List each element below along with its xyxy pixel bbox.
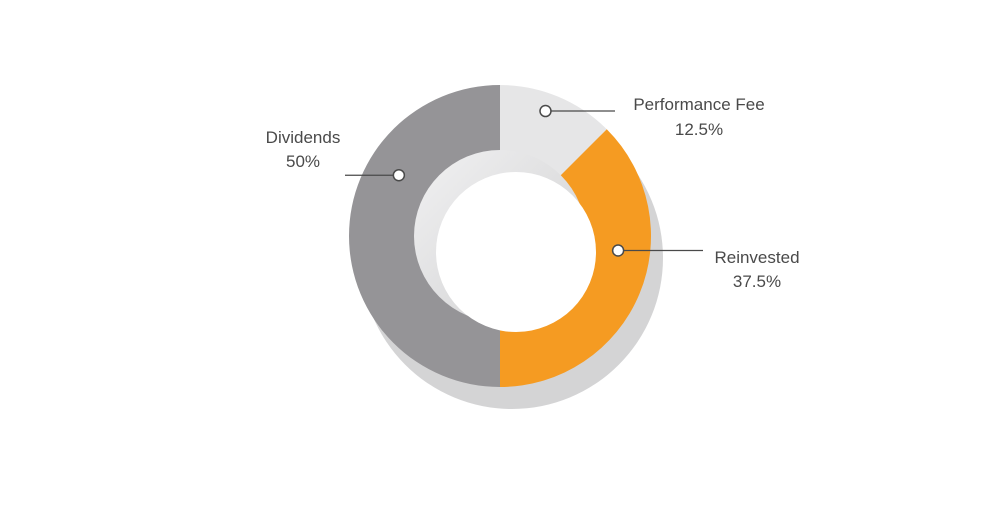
marker-reinvested <box>611 244 625 257</box>
donut-hole <box>436 172 596 332</box>
marker-performance-fee <box>539 104 552 118</box>
label-name-dividends: Dividends <box>266 128 341 147</box>
label-name-reinvested: Reinvested <box>714 248 799 267</box>
label-name-performance-fee: Performance Fee <box>633 95 764 114</box>
donut-hole-layer <box>414 150 596 332</box>
label-value-reinvested: 37.5% <box>733 272 781 291</box>
slice-performance-fee <box>500 85 607 177</box>
donut-labels-layer: Performance Fee 12.5% Reinvested 37.5% Divid… <box>266 95 800 291</box>
label-value-performance-fee: 12.5% <box>675 120 723 139</box>
label-value-dividends: 50% <box>286 152 320 171</box>
marker-dividends <box>392 168 406 182</box>
